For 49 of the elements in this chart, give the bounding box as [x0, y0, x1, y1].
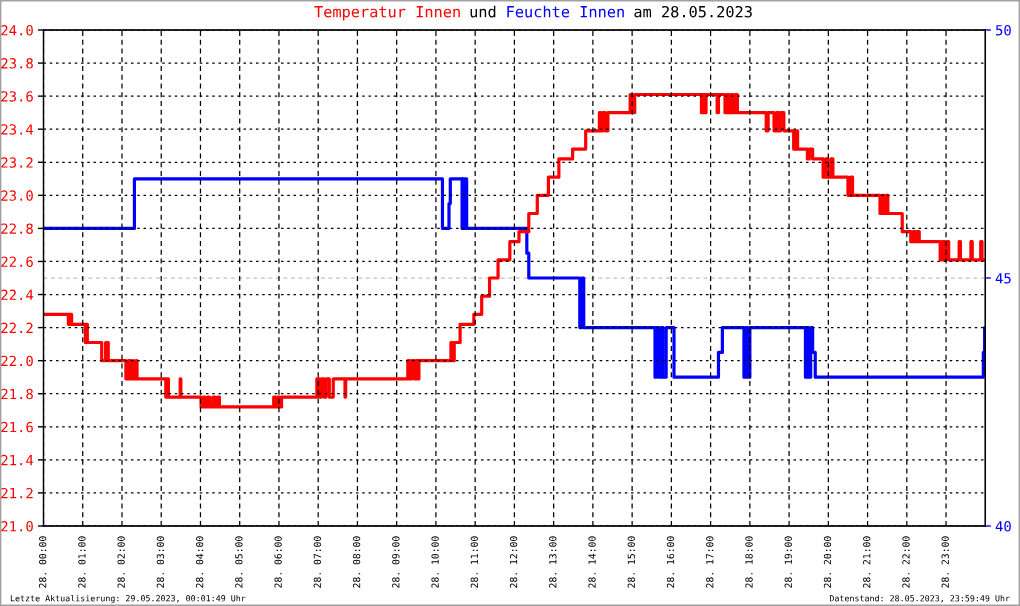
text: Letzte Aktualisierung: 29.05.2023, 00:01:49 Uhr: [10, 594, 246, 604]
x-tick-label: 28. 13:00: [549, 536, 557, 588]
y2-tick-label: 50: [995, 25, 1011, 36]
text: Temperatur Innen: [314, 6, 460, 21]
text: Datenstand: 28.05.2023, 23:59:49 Uhr: [829, 594, 1010, 603]
y-tick-label: 22.6: [1, 256, 33, 267]
y-tick-label: 21.0: [1, 521, 33, 532]
y-tick-label: 21.6: [1, 421, 33, 433]
x-tick-label: 28. 15:00: [627, 536, 635, 588]
y-tick-label: 23.8: [1, 58, 33, 69]
y-tick-label: 21.4: [1, 454, 34, 466]
x-tick-label: 28. 11:00: [470, 536, 479, 588]
x-tick-label: 28. 05:00: [235, 536, 243, 588]
text: am 28.05.2023: [634, 5, 752, 18]
y-tick-label: 22.8: [1, 223, 33, 234]
y2-tick-label: 40: [995, 521, 1011, 532]
x-tick-label: 28. 02:00: [117, 536, 125, 588]
x-tick-label: 28. 23:00: [941, 536, 949, 588]
y-tick-label: 22.4: [1, 289, 34, 300]
x-tick-label: 28. 04:00: [195, 536, 204, 588]
x-tick-label: 28. 14:00: [588, 536, 596, 588]
x-tick-label: 28. 06:00: [274, 536, 282, 588]
x-tick-label: 28. 16:00: [666, 536, 675, 588]
y-tick-label: 23.2: [1, 157, 33, 168]
x-tick-label: 28. 21:00: [863, 536, 871, 588]
x-tick-label: 28. 08:00: [352, 536, 361, 588]
text: und: [470, 5, 496, 18]
x-tick-label: 28. 10:00: [431, 536, 439, 588]
x-tick-label: 28. 12:00: [509, 536, 518, 588]
y-tick-label: 24.0: [1, 25, 33, 36]
x-tick-label: 28. 20:00: [823, 536, 832, 588]
x-tick-label: 28. 09:00: [392, 536, 400, 588]
y-tick-label: 22.2: [1, 322, 33, 333]
y2-tick-label: 45: [995, 273, 1011, 284]
x-tick-label: 28. 17:00: [706, 536, 714, 588]
y-tick-label: 21.2: [1, 487, 33, 499]
y-tick-label: 21.8: [1, 388, 33, 400]
x-tick-label: 28. 03:00: [156, 536, 165, 588]
x-tick-label: 28. 18:00: [745, 536, 753, 588]
text: Feuchte Innen: [507, 5, 624, 18]
x-tick-label: 28. 01:00: [78, 536, 86, 588]
x-tick-label: 28. 00:00: [38, 536, 47, 588]
y-tick-label: 23.0: [1, 190, 33, 201]
x-tick-label: 28. 22:00: [902, 536, 910, 588]
x-tick-label: 28. 07:00: [313, 536, 322, 588]
y-tick-label: 23.6: [1, 91, 33, 102]
y-tick-label: 23.4: [1, 124, 34, 135]
x-tick-label: 28. 19:00: [784, 536, 792, 588]
y-tick-label: 22.0: [1, 355, 33, 367]
